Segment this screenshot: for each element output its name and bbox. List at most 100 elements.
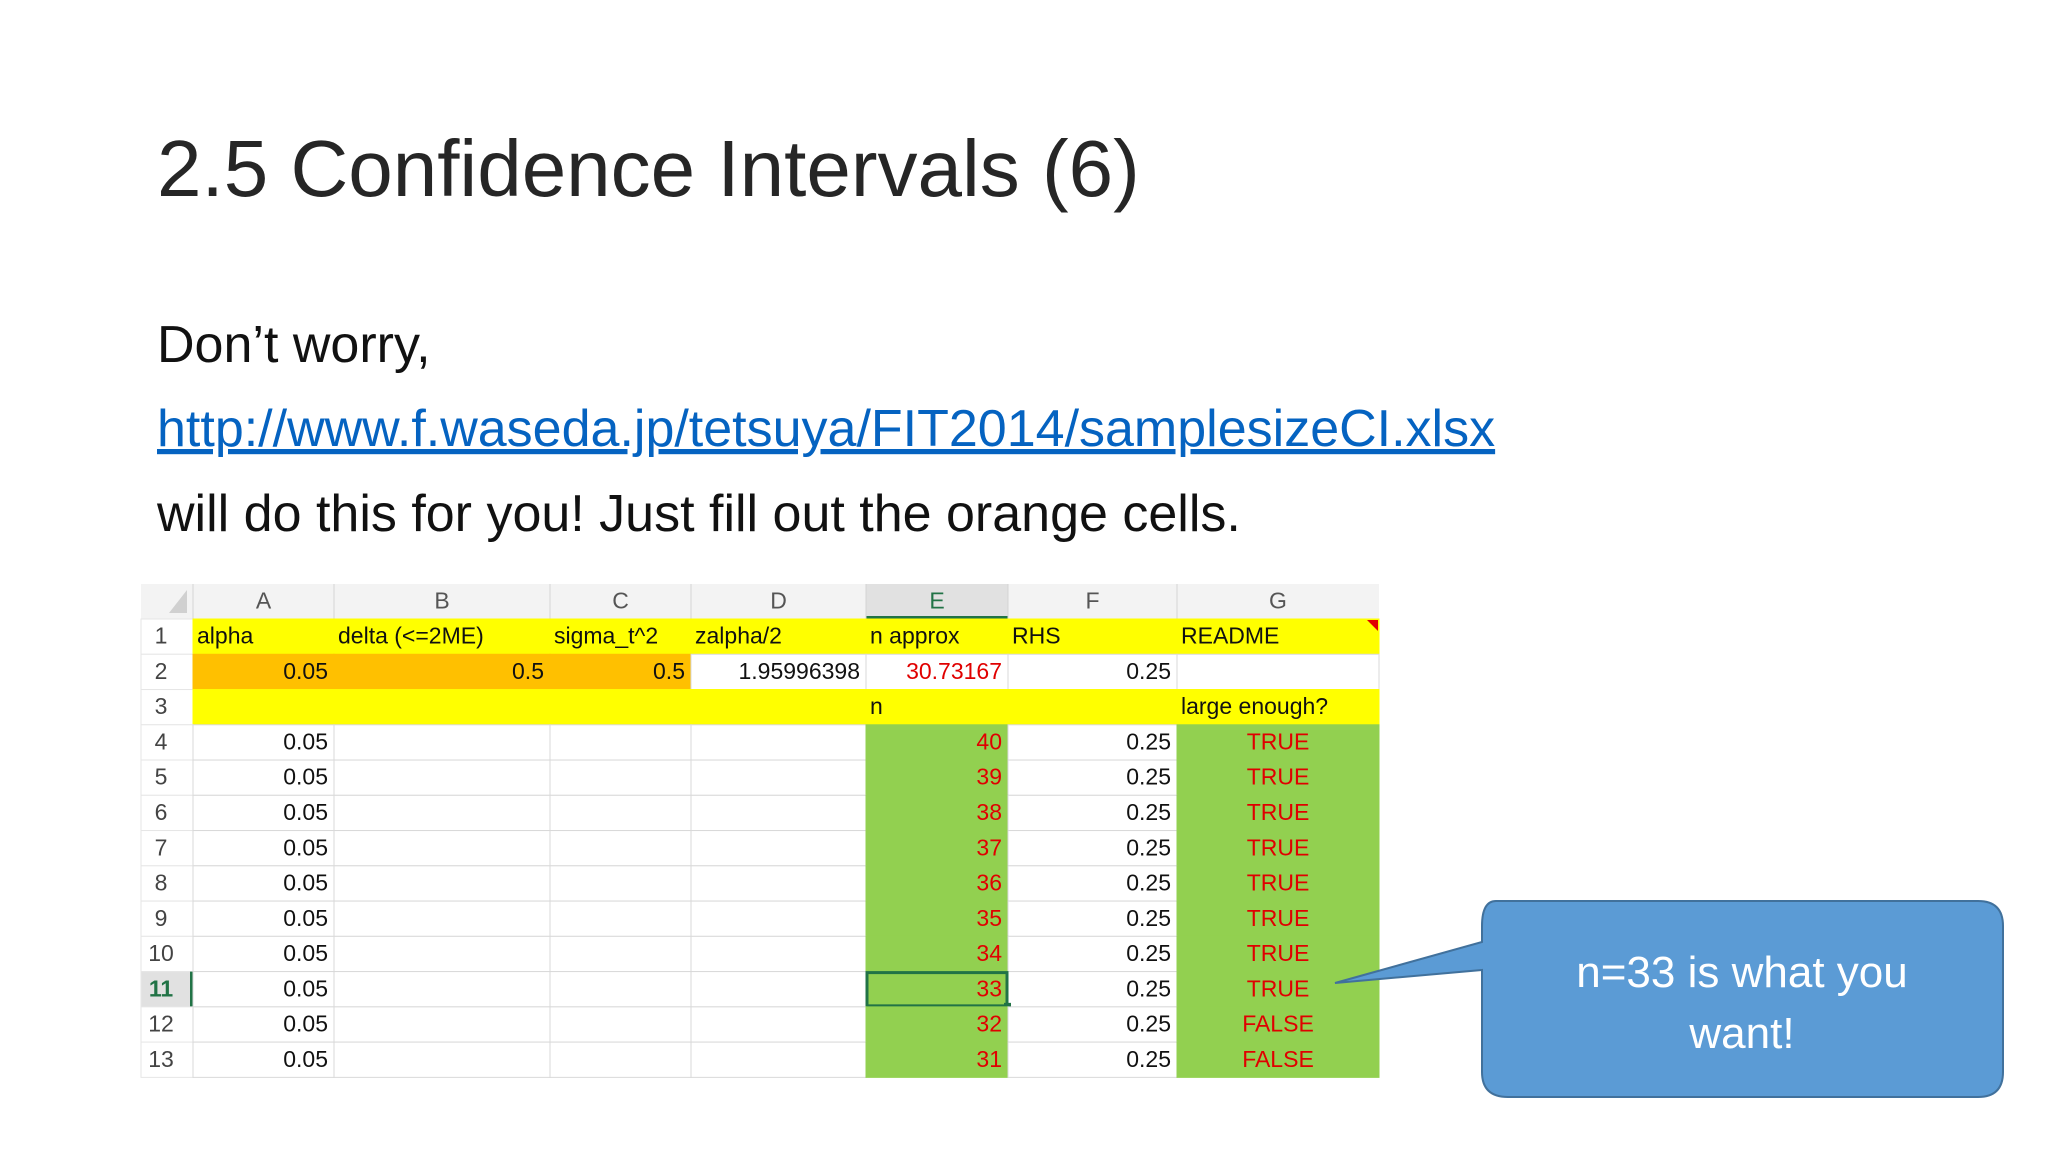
row-number: 13	[148, 1046, 174, 1072]
cell-text: 0.05	[283, 1011, 328, 1037]
fill-handle	[1004, 1002, 1011, 1010]
cell-text: 0.25	[1126, 1046, 1171, 1072]
cell-text: delta (<=2ME)	[338, 623, 484, 649]
row-header	[140, 724, 194, 761]
cell-text: 38	[976, 799, 1002, 825]
cell-text: 34	[976, 940, 1002, 966]
comment-indicator	[1367, 620, 1378, 631]
cell-text: 39	[976, 764, 1002, 790]
row-header	[140, 971, 194, 1008]
cell	[690, 900, 867, 937]
callout: n=33 is what you want!	[1334, 900, 2004, 1098]
cell	[192, 653, 335, 691]
cell-text: 1.95996398	[738, 658, 860, 684]
column-header-selected	[866, 584, 1008, 619]
cell	[1007, 830, 1178, 867]
cell-text: 0.5	[653, 658, 685, 684]
row-number: 4	[155, 728, 168, 754]
column-header: A	[256, 588, 272, 614]
row-header	[140, 653, 194, 691]
cell-text: 0.25	[1126, 728, 1171, 754]
row-number: 9	[155, 905, 168, 931]
cell	[192, 971, 335, 1008]
cell-text: 0.25	[1126, 905, 1171, 931]
row-number: 3	[155, 693, 168, 719]
cell	[333, 724, 551, 761]
cell	[549, 653, 692, 691]
column-header: D	[770, 588, 787, 614]
cell	[690, 618, 867, 655]
link[interactable]: http://www.f.waseda.jp/tetsuya/FIT2014/s…	[157, 400, 1495, 458]
cell	[1007, 794, 1178, 832]
cell	[192, 1041, 335, 1078]
cell	[192, 830, 335, 867]
cell	[1176, 1006, 1380, 1043]
cell-text: 0.25	[1126, 799, 1171, 825]
cell	[865, 935, 1009, 973]
cell	[690, 865, 867, 902]
cell-text: 35	[976, 905, 1002, 931]
cell-text: TRUE	[1247, 764, 1310, 790]
row-header	[140, 759, 194, 796]
cell	[549, 724, 692, 761]
cell	[1007, 971, 1178, 1008]
cell-text: 0.05	[283, 1046, 328, 1072]
cell-text: TRUE	[1247, 728, 1310, 754]
cell	[690, 830, 867, 867]
cell	[549, 865, 692, 902]
spreadsheet: A B C D E F G 1 alpha delta (<=2ME) sigma_t^2 zalph…	[140, 584, 1380, 1078]
cell-text: TRUE	[1247, 870, 1310, 896]
cell	[192, 724, 335, 761]
column-header: G	[1269, 588, 1287, 614]
cell-text: 33	[976, 975, 1002, 1001]
cell-text: sigma_t^2	[554, 623, 658, 649]
cell	[192, 689, 335, 726]
cell-text: 0.05	[283, 905, 328, 931]
cell	[1176, 971, 1380, 1008]
row-number: 11	[149, 975, 174, 1001]
column-header: B	[434, 588, 449, 614]
cell	[1176, 935, 1380, 973]
cell	[865, 1041, 1009, 1078]
cell-text: n	[870, 693, 883, 719]
cell	[1007, 900, 1178, 937]
header-bar	[141, 584, 1379, 619]
row-header	[140, 900, 194, 937]
cell	[549, 689, 692, 726]
cell	[549, 935, 692, 973]
cell-text: 0.25	[1126, 975, 1171, 1001]
cell-text: 0.05	[283, 975, 328, 1001]
select-all-corner	[169, 590, 187, 613]
cell-text: FALSE	[1242, 1046, 1314, 1072]
cell	[333, 971, 551, 1008]
cell-text: alpha	[197, 623, 253, 649]
column-header: C	[612, 588, 629, 614]
cell	[549, 618, 692, 655]
cell-text: 0.25	[1126, 658, 1171, 684]
cell-text: 0.05	[283, 870, 328, 896]
cell-text: 0.25	[1126, 870, 1171, 896]
row-header	[140, 689, 194, 726]
cell	[690, 971, 867, 1008]
cell	[865, 653, 1009, 691]
cell	[1007, 1041, 1178, 1078]
cell	[333, 900, 551, 937]
cell	[690, 724, 867, 761]
row-header	[140, 865, 194, 902]
row-number: 12	[148, 1011, 174, 1037]
cell-text: 0.05	[283, 728, 328, 754]
cell-text: large enough?	[1181, 693, 1328, 719]
row-number: 10	[148, 940, 174, 966]
cell	[1176, 759, 1380, 796]
cell-text: 32	[976, 1011, 1002, 1037]
cell	[865, 830, 1009, 867]
cell	[1007, 724, 1178, 761]
cell	[549, 1041, 692, 1078]
body-text: Don’t worry,	[157, 316, 431, 374]
cell	[865, 618, 1009, 655]
cell-text: 0.25	[1126, 764, 1171, 790]
cell	[333, 935, 551, 973]
cell	[1176, 689, 1380, 726]
cell	[690, 1041, 867, 1078]
